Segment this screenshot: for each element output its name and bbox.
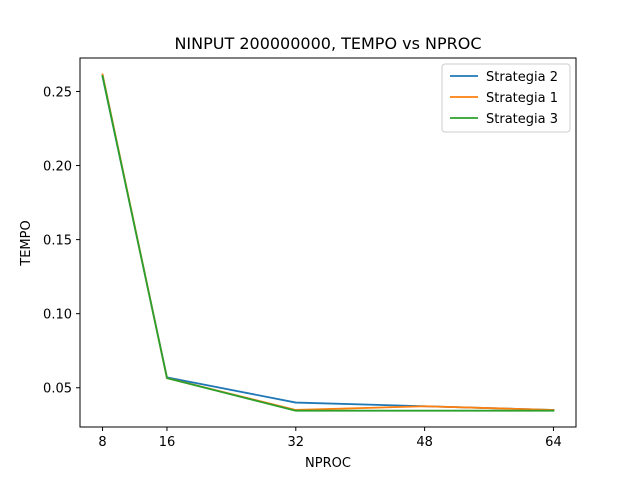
legend-label-2: Strategia 1 xyxy=(486,91,558,106)
y-tick-label: 0.15 xyxy=(43,234,72,249)
axes-frame xyxy=(79,57,577,428)
x-tick-label: 48 xyxy=(416,435,433,450)
x-tick-label: 8 xyxy=(98,435,106,450)
legend-label-3: Strategia 3 xyxy=(486,112,558,127)
series-line-3 xyxy=(101,74,555,412)
x-axis-label: NPROC xyxy=(305,456,351,471)
y-tick-label: 0.25 xyxy=(43,85,72,100)
y-tick-label: 0.10 xyxy=(43,308,72,323)
plot-area: 8 16 32 48 64 0.05 0.10 0.15 0.20 0.25 xyxy=(43,57,577,450)
legend: Strategia 2 Strategia 1 Strategia 3 xyxy=(441,63,571,133)
x-tick-label: 64 xyxy=(545,435,562,450)
y-tick-label: 0.05 xyxy=(43,382,72,397)
legend-box xyxy=(441,63,571,133)
x-tick-label: 16 xyxy=(159,435,176,450)
y-axis-label: TEMPO xyxy=(19,220,34,266)
chart-title: NINPUT 200000000, TEMPO vs NPROC xyxy=(174,34,481,53)
legend-label-1: Strategia 2 xyxy=(486,70,558,85)
y-tick-label: 0.20 xyxy=(43,160,72,175)
x-tick-label: 32 xyxy=(288,435,305,450)
